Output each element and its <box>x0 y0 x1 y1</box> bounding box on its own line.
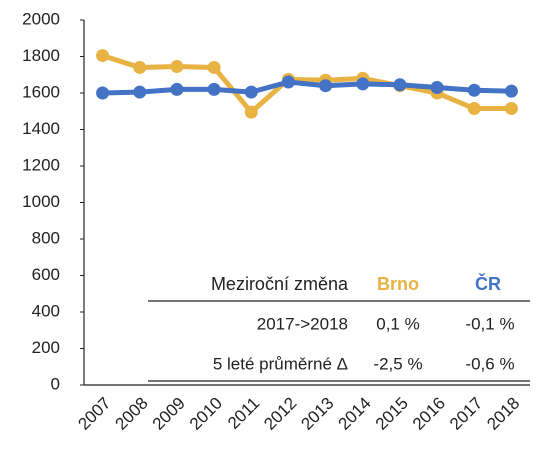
x-tick-label: 2009 <box>149 394 189 434</box>
table-cell: -2,5 % <box>373 354 422 373</box>
y-tick-label: 200 <box>32 338 60 357</box>
series-point <box>207 82 221 96</box>
series-point <box>133 60 147 74</box>
table-header: Meziroční změna <box>211 274 349 294</box>
legend-label: ČR <box>475 273 501 294</box>
y-tick-label: 2000 <box>22 9 60 28</box>
series-point <box>207 60 221 74</box>
series-point <box>430 81 444 95</box>
x-tick-label: 2014 <box>335 394 375 434</box>
x-tick-label: 2010 <box>186 394 226 434</box>
x-tick-label: 2008 <box>112 394 152 434</box>
series-point <box>504 102 518 116</box>
x-tick-label: 2012 <box>260 394 300 434</box>
series-point <box>281 75 295 89</box>
series-point <box>393 78 407 92</box>
table-cell: 2017->2018 <box>257 314 348 333</box>
series-point <box>133 85 147 99</box>
series-point <box>170 82 184 96</box>
y-tick-label: 400 <box>32 301 60 320</box>
x-tick-label: 2013 <box>297 394 337 434</box>
x-tick-label: 2011 <box>224 394 263 433</box>
y-tick-label: 0 <box>51 374 60 393</box>
y-tick-label: 1800 <box>22 46 60 65</box>
y-tick-label: 1000 <box>22 192 60 211</box>
legend-label: Brno <box>377 274 419 294</box>
y-tick-label: 1600 <box>22 82 60 101</box>
series-point <box>170 60 184 74</box>
table-cell: 5 leté průměrné Δ <box>213 354 348 373</box>
series-point <box>467 83 481 97</box>
table-cell: 0,1 % <box>376 314 419 333</box>
series-point <box>356 77 370 91</box>
series-point <box>244 105 258 119</box>
series-point <box>244 85 258 99</box>
table-cell: -0,1 % <box>465 314 514 333</box>
series-point <box>467 102 481 116</box>
x-tick-label: 2015 <box>372 394 412 434</box>
x-tick-label: 2007 <box>74 394 114 434</box>
x-tick-label: 2016 <box>409 394 449 434</box>
y-tick-label: 1400 <box>22 119 60 138</box>
x-tick-label: 2017 <box>446 394 486 434</box>
y-tick-label: 1200 <box>22 155 60 174</box>
series-point <box>96 49 110 63</box>
series-point <box>319 79 333 93</box>
y-tick-label: 600 <box>32 265 60 284</box>
x-tick-label: 2018 <box>483 394 523 434</box>
series-point <box>96 86 110 100</box>
series-line <box>102 79 512 96</box>
table-cell: -0,6 % <box>465 354 514 373</box>
y-tick-label: 800 <box>32 228 60 247</box>
series-point <box>504 84 518 98</box>
